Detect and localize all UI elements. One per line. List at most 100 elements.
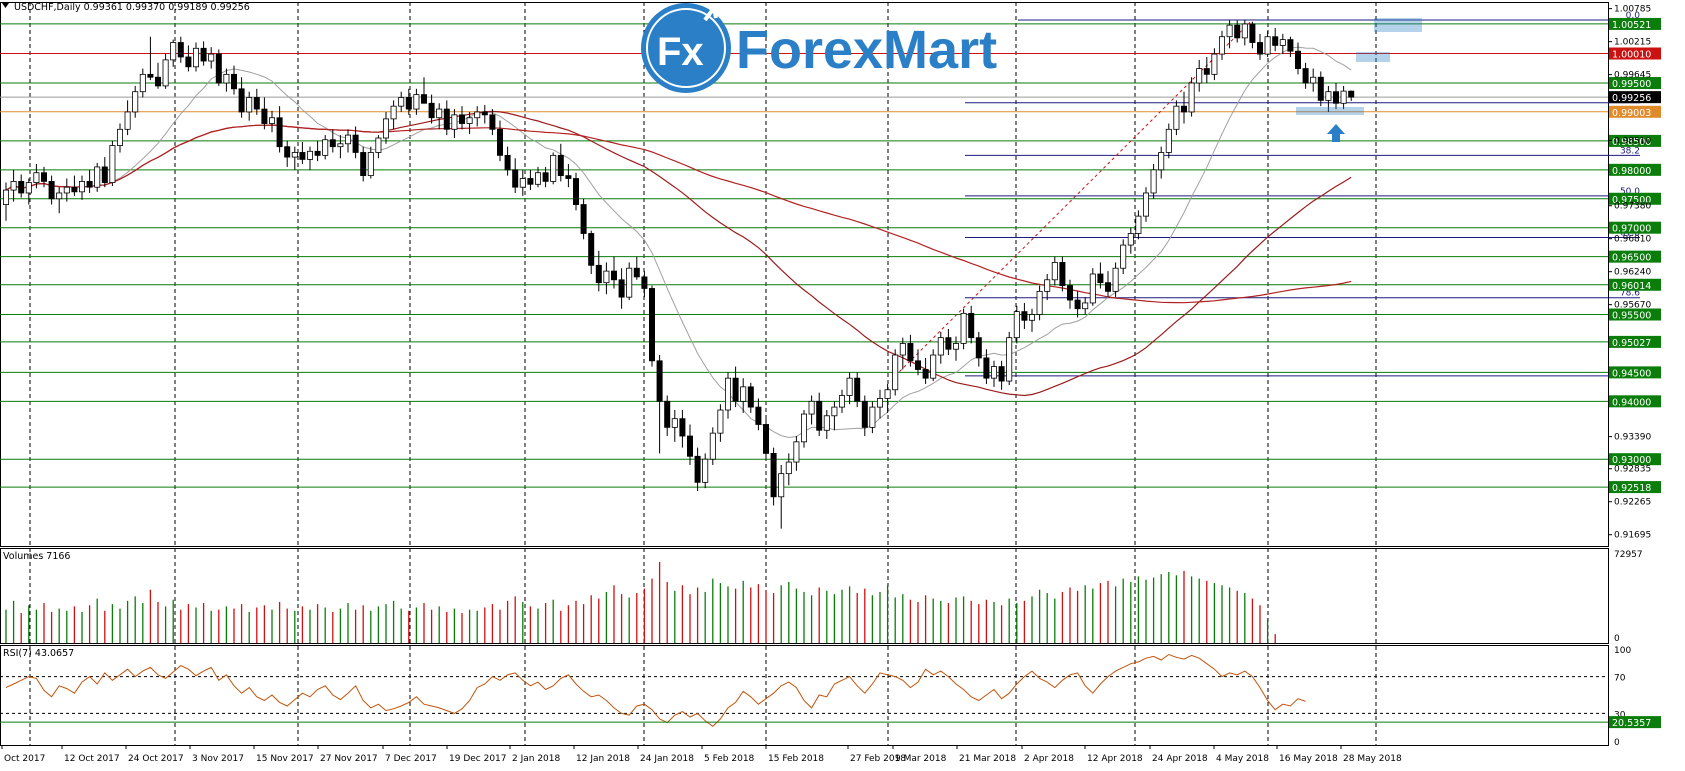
candle-body (41, 172, 48, 182)
candle-body (1188, 82, 1195, 113)
candle-body (983, 357, 990, 379)
candle-body (375, 137, 382, 153)
candle-body (1287, 39, 1294, 52)
candle-body (1226, 24, 1233, 38)
y-axis-tick-label: 0.97380 (1614, 202, 1651, 212)
support-level-label: 0.97000 (1612, 224, 1651, 235)
candle-body (306, 150, 313, 160)
candle-body (124, 111, 131, 130)
rsi-tick-label: 100 (1614, 646, 1631, 656)
y-axis-tick-label: 1.00215 (1614, 38, 1651, 48)
candle-body (1249, 23, 1256, 43)
candle-body (565, 175, 572, 179)
candle-body (778, 473, 785, 498)
candle-body (63, 186, 70, 194)
candle-body (512, 169, 519, 188)
x-axis-tick-label: 12 Apr 2018 (1087, 754, 1143, 764)
candle-body (785, 461, 792, 475)
y-axis-tick-label: 0.99645 (1614, 71, 1651, 81)
candle-body (192, 47, 199, 68)
support-level-tag (1609, 278, 1661, 291)
candle-body (360, 152, 367, 177)
x-axis-tick-label: 2 Jan 2018 (512, 754, 560, 764)
candle-body (71, 186, 78, 193)
candle-body (839, 395, 846, 408)
support-level-tag (1609, 481, 1661, 494)
rsi-tick-label: 30 (1614, 710, 1626, 720)
candle-body (542, 172, 549, 182)
candle-body (314, 150, 321, 156)
candle-body (1051, 262, 1058, 281)
y-axis-tick-label: 1.00785 (1614, 5, 1651, 15)
x-axis-tick-label: 9 Mar 2018 (895, 754, 947, 764)
fibonacci-level-label: 78.6 (1620, 289, 1640, 299)
candle-body (975, 337, 982, 359)
candle-body (466, 117, 473, 124)
candle-body (854, 377, 861, 402)
x-axis-tick-label: 27 Nov 2017 (320, 754, 378, 764)
candle-body (390, 105, 397, 120)
candle-body (291, 152, 298, 158)
candle-body (611, 270, 618, 281)
candle-body (550, 154, 557, 182)
candle-body (846, 377, 853, 396)
candle-body (1257, 42, 1264, 55)
candle-body (603, 270, 610, 284)
y-axis-tick-label: 0.96810 (1614, 235, 1651, 245)
candle-body (519, 178, 526, 188)
candle-body (694, 455, 701, 483)
x-axis-tick-label: 24 Jan 2018 (640, 754, 694, 764)
candle-body (1348, 90, 1355, 98)
support-level-tag (1609, 308, 1661, 321)
x-axis-tick-label: 19 Dec 2017 (449, 754, 507, 764)
candle-body (215, 53, 222, 84)
candle-body (458, 114, 465, 124)
support-level-label: 0.94500 (1612, 368, 1651, 379)
candle-body (915, 360, 922, 370)
candle-body (1036, 290, 1043, 315)
candle-body (367, 152, 374, 177)
candle-body (679, 418, 686, 437)
blue-up-arrow-icon (1327, 124, 1345, 142)
x-axis-tick-label: 5 Feb 2018 (704, 754, 755, 764)
candle-body (1219, 36, 1226, 55)
candle-body (436, 108, 443, 119)
candle-body (580, 204, 587, 234)
chart-header-text: USDCHF,Daily 0.99361 0.99370 0.99189 0.9… (14, 2, 250, 13)
support-level-tag (1609, 134, 1661, 147)
candle-body (405, 97, 412, 110)
moving-average-fast-line (5, 46, 1352, 439)
support-level-tag (1609, 395, 1661, 408)
candle-body (573, 178, 580, 205)
logo-circle-ring (646, 8, 726, 88)
candle-body (717, 409, 724, 434)
header-dropdown-icon[interactable] (2, 3, 9, 8)
support-level-label: 0.95027 (1612, 338, 1651, 349)
candle-body (322, 139, 329, 156)
candle-body (899, 343, 906, 356)
support-level-tag (1609, 335, 1661, 348)
candle-body (1173, 105, 1180, 130)
candle-body (953, 343, 960, 350)
x-axis-tick-label: 24 Apr 2018 (1152, 754, 1208, 764)
rsi-tick-label: 70 (1614, 674, 1626, 684)
orange-level-label: 0.99003 (1612, 108, 1651, 119)
candle-body (816, 400, 823, 431)
support-level-label: 0.93000 (1612, 455, 1651, 466)
candle-body (1006, 337, 1013, 382)
candle-body (451, 114, 458, 130)
candle-body (641, 276, 648, 289)
candle-body (808, 400, 815, 415)
candle-body (998, 366, 1005, 382)
x-axis-tick-label: 3 Nov 2017 (192, 754, 244, 764)
candle-body (702, 458, 709, 483)
candle-body (230, 73, 237, 90)
candle-body (185, 56, 192, 68)
resistance-level-tag (1609, 47, 1661, 60)
candle-body (1158, 152, 1165, 171)
candle-body (1082, 302, 1089, 310)
candle-body (489, 114, 496, 130)
candle-body (496, 128, 503, 156)
candle-body (671, 418, 678, 428)
support-level-label: 0.99500 (1612, 79, 1651, 90)
